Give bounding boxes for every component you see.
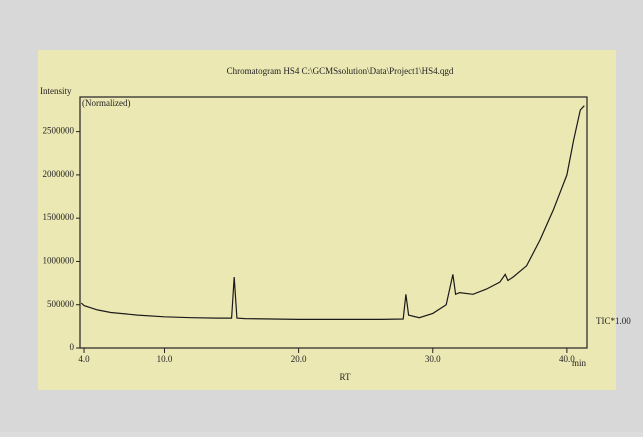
x-tick-label: 30.0 (425, 354, 441, 364)
page: {"chart_data": {"type": "line", "title":… (0, 0, 643, 432)
y-tick-label: 1000000 (43, 256, 75, 266)
x-tick-label: 4.0 (78, 354, 90, 364)
y-note: (Normalized) (82, 98, 130, 108)
y-tick-label: 1500000 (43, 212, 75, 222)
x-tick-label: 20.0 (291, 354, 307, 364)
y-tick-label: 0 (70, 342, 75, 352)
y-tick-label: 2500000 (43, 126, 75, 136)
chart-title: Chromatogram HS4 C:\GCMSsolution\Data\Pr… (227, 66, 454, 76)
x-axis-label: RT (340, 372, 351, 382)
chart: Chromatogram HS4 C:\GCMSsolution\Data\Pr… (0, 0, 643, 432)
annotation: TIC*1.00 (596, 316, 631, 326)
x-tick-label: 40.0 (559, 354, 575, 364)
x-tick-label: 10.0 (157, 354, 173, 364)
y-axis-label: Intensity (40, 86, 72, 96)
y-tick-label: 2000000 (43, 169, 75, 179)
y-tick-label: 500000 (47, 299, 75, 309)
